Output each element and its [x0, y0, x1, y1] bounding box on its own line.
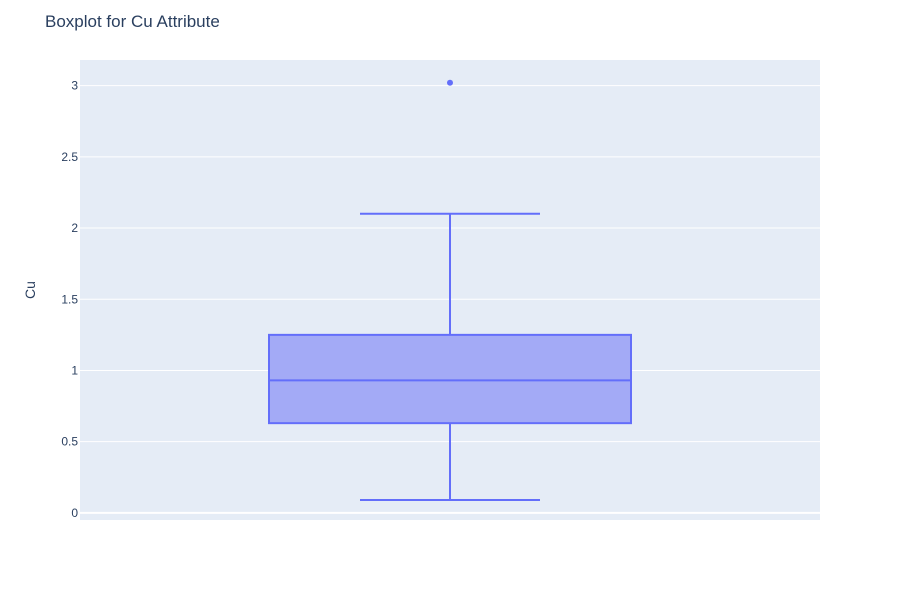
iqr-box [268, 333, 632, 425]
y-axis-title: Cu [22, 281, 38, 299]
y-tick-label: 1 [71, 363, 78, 377]
y-axis-ticks: 0 0.5 1 1.5 2 2.5 3 [61, 79, 78, 520]
y-tick-label: 0 [71, 506, 78, 520]
chart-title: Boxplot for Cu Attribute [45, 12, 220, 31]
y-tick-label: 3 [71, 79, 78, 93]
outlier-point [447, 79, 453, 86]
y-tick-label: 1.5 [61, 292, 78, 306]
y-tick-label: 2.5 [61, 150, 78, 164]
y-tick-label: 0.5 [61, 435, 78, 449]
box-series [268, 79, 632, 502]
y-tick-label: 2 [71, 221, 78, 235]
